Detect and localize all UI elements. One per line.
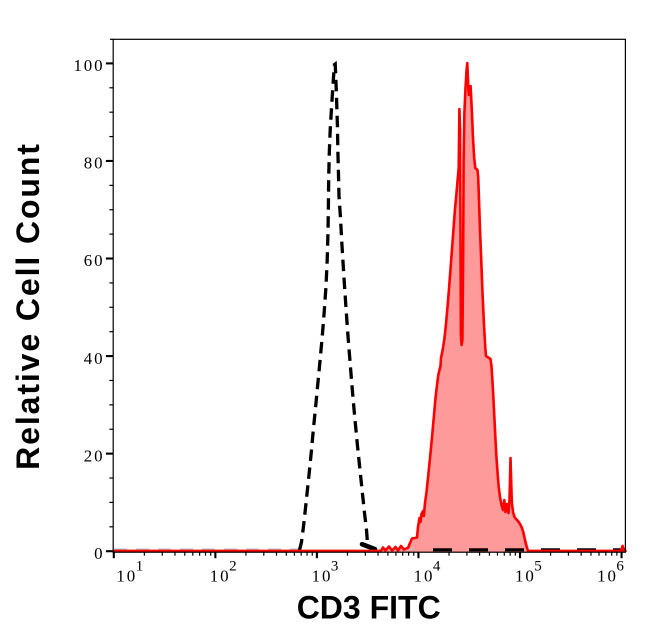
svg-text:10: 10 [116, 566, 137, 585]
svg-text:1: 1 [136, 558, 144, 574]
svg-text:3: 3 [331, 558, 339, 574]
svg-text:CD3 FITC: CD3 FITC [297, 590, 441, 626]
svg-text:80: 80 [84, 154, 105, 173]
svg-text:2: 2 [229, 558, 237, 574]
svg-text:10: 10 [597, 566, 618, 585]
svg-text:0: 0 [94, 544, 104, 563]
svg-text:6: 6 [616, 558, 624, 574]
svg-text:10: 10 [210, 566, 231, 585]
svg-text:10: 10 [414, 566, 435, 585]
svg-text:Relative Cell Count: Relative Cell Count [10, 142, 46, 470]
svg-text:20: 20 [84, 446, 105, 465]
svg-text:4: 4 [433, 558, 441, 574]
svg-text:100: 100 [73, 56, 104, 75]
svg-text:5: 5 [534, 558, 542, 574]
svg-text:40: 40 [84, 349, 105, 368]
svg-text:60: 60 [84, 251, 105, 270]
svg-text:10: 10 [515, 566, 536, 585]
svg-text:10: 10 [312, 566, 333, 585]
